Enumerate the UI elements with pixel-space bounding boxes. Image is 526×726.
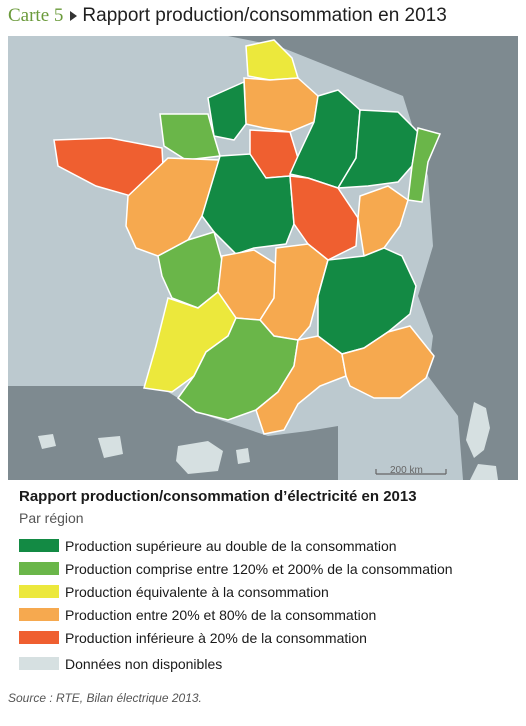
island-balearic-2 [98,436,123,458]
scale-label: 200 km [390,465,423,476]
spain-land [8,386,338,480]
region-centre [201,153,295,255]
legend-item: Production supérieure au double de la co… [19,537,397,554]
legend-item: Production inférieure à 20% de la consom… [19,629,367,646]
island-balearic-3 [236,448,250,464]
region-languedoc-roussillon [255,335,347,435]
legend-item: Production comprise entre 120% et 200% d… [19,560,453,577]
france-region-map [8,36,518,480]
legend-swatch [19,657,59,670]
legend-label: Production équivalente à la consommation [65,583,329,600]
region-pays-de-la-loire [125,157,223,257]
island-corsica [466,402,490,458]
legend-label: Production entre 20% et 80% de la consom… [65,606,377,623]
legend-item: Production entre 20% et 80% de la consom… [19,606,376,623]
region-lorraine [336,109,419,189]
island-sardinia [470,464,498,480]
legend-swatch [19,608,59,621]
region-paca [341,325,435,399]
legend-subtitle: Par région [19,510,84,526]
title-row: Carte 5 Rapport production/consommation … [8,4,447,28]
region-auvergne [259,243,329,341]
legend-swatch [19,562,59,575]
legend-label: Production comprise entre 120% et 200% d… [65,560,453,577]
arrow-right-icon [70,11,78,21]
legend-title: Rapport production/consommation d’électr… [19,488,417,505]
map-number: Carte 5 [8,5,64,26]
legend-swatch [19,539,59,552]
island-balearic-1 [176,441,223,474]
legend-item: Production équivalente à la consommation [19,583,329,600]
region-alsace [407,127,442,203]
region-rhone-alpes [317,247,417,355]
neighbor-land [228,36,518,480]
legend-item: Données non disponibles [19,655,222,672]
legend-label: Production inférieure à 20% de la consom… [65,629,367,646]
island-small [38,434,56,449]
legend-label: Production supérieure au double de la co… [65,537,397,554]
source-note: Source : RTE, Bilan électrique 2013. [8,691,202,705]
region-bourgogne [289,175,359,261]
legend-swatch [19,585,59,598]
region-franche-comte [357,185,409,258]
legend-swatch [19,631,59,644]
legend-label: Données non disponibles [65,655,223,672]
region-picardie [243,77,319,133]
page-title: Rapport production/consommation en 2013 [82,5,447,26]
